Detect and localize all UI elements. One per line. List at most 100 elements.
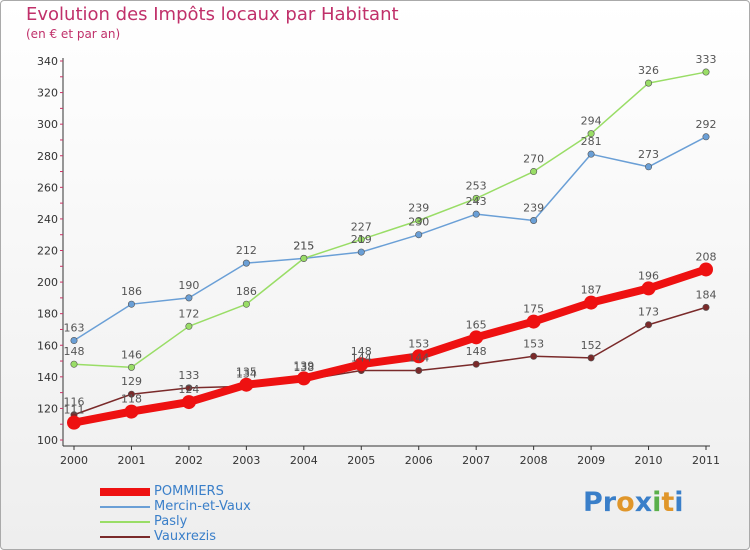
y-tick-label: 340: [37, 55, 58, 68]
data-point: [587, 130, 595, 138]
legend-label: Pasly: [154, 514, 188, 529]
data-label: 239: [408, 201, 429, 214]
x-tick-label: 2006: [405, 454, 433, 467]
data-label: 184: [696, 288, 717, 301]
data-label: 215: [293, 239, 314, 252]
data-point: [70, 337, 78, 345]
data-point: [530, 168, 538, 176]
data-label: 186: [121, 285, 142, 298]
x-tick-label: 2004: [290, 454, 318, 467]
data-point: [242, 300, 250, 308]
data-point: [472, 210, 480, 218]
x-tick-label: 2011: [692, 454, 720, 467]
data-label: 133: [178, 369, 199, 382]
data-point: [127, 363, 135, 371]
x-tick-label: 2002: [175, 454, 203, 467]
y-tick-label: 300: [37, 118, 58, 131]
chart-subtitle: (en € et par an): [26, 27, 121, 41]
data-label: 116: [64, 396, 85, 409]
x-tick-label: 2009: [577, 454, 605, 467]
legend-item-pasly: Pasly: [100, 514, 300, 529]
data-point: [242, 259, 250, 267]
data-point: [185, 384, 193, 392]
series-pommiers: [67, 262, 713, 430]
labels-pommiers: 111 118 124 135 139 148 153 165 175 187 196 208: [64, 250, 717, 416]
data-label: 219: [351, 233, 372, 246]
data-label: 118: [121, 393, 142, 406]
data-point: [185, 322, 193, 330]
data-point: [587, 354, 595, 362]
logo-letter: x: [634, 487, 653, 518]
data-label: 146: [121, 348, 142, 361]
data-label: 138: [293, 361, 314, 374]
data-point: [357, 235, 365, 243]
y-tick-label: 180: [37, 308, 58, 321]
data-label: 152: [581, 339, 602, 352]
data-label: 129: [121, 375, 142, 388]
data-label: 270: [523, 153, 544, 166]
series-line: [73, 136, 707, 342]
data-point: [587, 150, 595, 158]
logo-letter: t: [661, 487, 675, 518]
data-point: [185, 294, 193, 302]
data-point: [415, 216, 423, 224]
data-point: [702, 133, 710, 141]
y-tick-label: 100: [37, 434, 58, 447]
data-label: 292: [696, 118, 717, 131]
y-tick-label: 240: [37, 213, 58, 226]
data-label: 187: [581, 284, 602, 297]
data-point: [354, 357, 369, 372]
data-point: [530, 352, 538, 360]
data-point: [296, 371, 311, 386]
legend-item-vauxrezis: Vauxrezis: [100, 529, 300, 544]
x-tick-label: 2001: [117, 454, 145, 467]
data-point: [530, 216, 538, 224]
legend-label: Vauxrezis: [154, 529, 217, 544]
data-point: [124, 404, 139, 419]
legend-label: Mercin-et-Vaux: [154, 499, 251, 514]
legend-swatch: [100, 521, 150, 523]
data-point: [239, 377, 254, 392]
data-label: 243: [466, 195, 487, 208]
data-point: [472, 360, 480, 368]
y-tick-label: 280: [37, 150, 58, 163]
data-label: 212: [236, 244, 257, 257]
data-label: 196: [638, 269, 659, 282]
series-pasly: [70, 68, 710, 371]
data-point: [415, 367, 423, 375]
data-label: 144: [408, 352, 429, 365]
x-tick-label: 2010: [635, 454, 663, 467]
data-label: 239: [523, 201, 544, 214]
series-mercin-et-vaux: [70, 133, 710, 345]
logo-letter: r: [602, 487, 617, 518]
data-label: 153: [523, 337, 544, 350]
data-point: [67, 415, 81, 430]
data-label: 208: [696, 250, 717, 263]
y-tick-label: 160: [37, 339, 58, 352]
data-label: 172: [178, 307, 199, 320]
data-label: 148: [351, 345, 372, 358]
data-label: 173: [638, 306, 659, 319]
data-label: 253: [466, 179, 487, 192]
data-point: [300, 254, 308, 262]
labels-pasly: 148 146 172 186 215 227 239 253 270 294 326 333: [64, 53, 717, 361]
x-tick-label: 2005: [347, 454, 375, 467]
data-point: [584, 295, 599, 310]
y-tick-label: 200: [37, 276, 58, 289]
data-label: 333: [696, 53, 717, 66]
data-label: 148: [466, 345, 487, 358]
logo-letter: P: [583, 487, 603, 518]
data-point: [472, 194, 480, 202]
data-point: [357, 248, 365, 256]
y-tick-label: 140: [37, 371, 58, 384]
data-label: 175: [523, 303, 544, 316]
data-label: 186: [236, 285, 257, 298]
y-tick-label: 260: [37, 181, 58, 194]
logo-letter: o: [616, 487, 635, 518]
data-label: 190: [178, 279, 199, 292]
legend-item-pommiers: POMMIERS: [100, 484, 300, 499]
data-label: 144: [351, 352, 372, 365]
data-label: 135: [236, 366, 257, 379]
data-label: 163: [64, 322, 85, 335]
series-line: [73, 265, 708, 427]
